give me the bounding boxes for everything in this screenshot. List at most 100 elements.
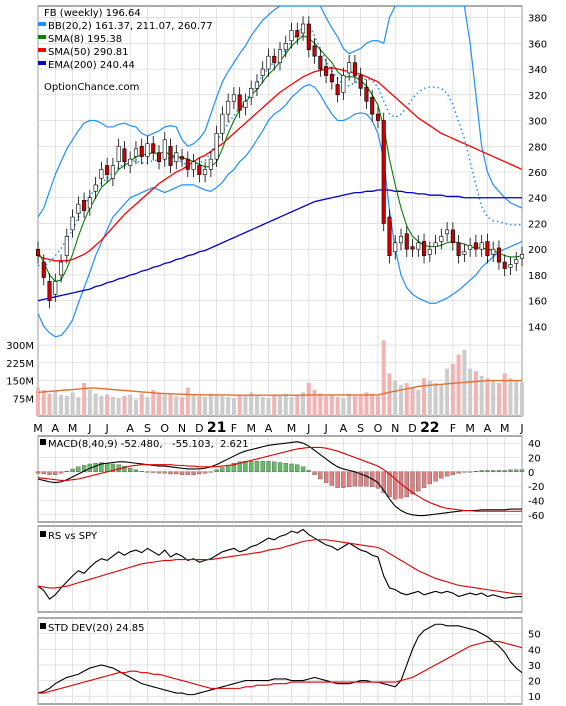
candle-down xyxy=(237,94,242,111)
legend-entry: SMA(50) 290.81 xyxy=(48,47,129,58)
rs-legend-label: RS vs SPY xyxy=(48,531,98,542)
macd-histogram-bar xyxy=(202,471,208,474)
watermark-text: OptionChance.com xyxy=(44,82,139,93)
month-tick-label: O xyxy=(374,422,383,435)
month-tick-label: J xyxy=(323,422,327,435)
std-tick-label: 50 xyxy=(528,630,541,641)
macd-histogram-bar xyxy=(99,462,104,472)
macd-histogram-bar xyxy=(381,471,386,493)
macd-histogram-bar xyxy=(122,465,127,472)
macd-histogram-bar xyxy=(70,468,75,472)
candle-up xyxy=(220,113,225,134)
rs-legend-swatch xyxy=(40,531,46,537)
macd-histogram-bar xyxy=(179,471,185,475)
macd-histogram-bar xyxy=(41,471,46,475)
candle-down xyxy=(352,62,357,76)
price-tick-label: 380 xyxy=(528,14,547,25)
macd-histogram-bar xyxy=(416,471,421,492)
macd-histogram-bar xyxy=(335,471,340,488)
candle-down xyxy=(329,73,334,83)
volume-bar xyxy=(249,392,254,416)
macd-histogram-bar xyxy=(364,471,369,487)
macd-signal-value: -55.103, xyxy=(172,439,214,450)
macd-histogram-bar xyxy=(306,470,311,472)
candle-up xyxy=(519,254,525,259)
bb-lower-line xyxy=(37,83,523,338)
volume-bar xyxy=(398,385,404,416)
volume-bar xyxy=(347,393,352,416)
volume-bar xyxy=(393,380,398,416)
volume-bar xyxy=(53,391,58,416)
candle-up xyxy=(468,245,473,250)
macd-legend-label: MACD(8,40,9) -52.480, xyxy=(48,439,163,450)
macd-histogram-bar xyxy=(162,471,167,474)
month-tick-label: F xyxy=(450,422,456,435)
candle-down xyxy=(404,233,409,250)
candle-up xyxy=(254,81,259,89)
macd-histogram-bar xyxy=(104,463,110,472)
macd-histogram-bar xyxy=(185,471,190,475)
macd-histogram-bar xyxy=(312,471,317,475)
price-tick-label: 320 xyxy=(528,91,547,102)
candle-down xyxy=(450,229,455,244)
volume-tick-label: 300M xyxy=(6,341,34,352)
candle-down xyxy=(364,86,369,102)
std-legend-label: STD DEV(20) 24.85 xyxy=(48,623,145,634)
volume-bar xyxy=(133,399,138,416)
macd-histogram-bar xyxy=(467,471,473,473)
volume-bar xyxy=(203,397,208,416)
macd-line xyxy=(37,441,522,517)
macd-histogram-bar xyxy=(133,469,139,472)
candle-up xyxy=(174,152,179,163)
month-tick-label: A xyxy=(484,422,492,435)
volume-bar xyxy=(519,382,525,416)
price-tick-label: 220 xyxy=(528,219,547,230)
candle-up xyxy=(393,242,398,253)
candle-down xyxy=(387,216,392,256)
candle-down xyxy=(375,113,380,121)
macd-histogram-bar xyxy=(76,466,81,472)
macd-histogram-bar xyxy=(197,471,202,475)
volume-bar xyxy=(445,368,450,416)
macd-histogram-bar xyxy=(352,471,358,487)
macd-histogram-bar xyxy=(277,462,283,472)
candle-up xyxy=(76,203,81,214)
macd-histogram-bar xyxy=(168,471,173,475)
month-tick-label: J xyxy=(105,422,109,435)
volume-bar xyxy=(59,394,64,416)
candle-up xyxy=(439,236,444,242)
candle-up xyxy=(145,143,150,157)
macd-histogram-bar xyxy=(410,471,415,495)
macd-histogram-bar xyxy=(323,471,329,483)
volume-bar xyxy=(335,397,340,416)
macd-histogram-bar xyxy=(47,471,52,475)
volume-bar xyxy=(41,390,46,416)
candle-down xyxy=(496,247,501,263)
candle-up xyxy=(191,161,196,170)
volume-bar xyxy=(439,385,444,416)
macd-histogram-bar xyxy=(387,471,392,498)
candle-down xyxy=(139,145,144,157)
volume-bar xyxy=(502,373,507,416)
macd-hist-value: 2.621 xyxy=(220,439,249,450)
candle-up xyxy=(99,169,104,179)
volume-bar xyxy=(87,390,92,416)
candle-down xyxy=(502,261,507,269)
candle-up xyxy=(508,264,513,268)
candle-up xyxy=(70,216,75,231)
macd-histogram-bar xyxy=(421,471,427,488)
volume-bar xyxy=(456,354,461,416)
volume-bar xyxy=(352,395,357,416)
month-tick-label: M xyxy=(500,422,510,435)
month-tick-label: D xyxy=(195,422,203,435)
candle-down xyxy=(272,55,277,63)
rs-panel-frame xyxy=(37,525,523,613)
volume-bar xyxy=(295,394,300,416)
macd-histogram-bar xyxy=(266,460,271,472)
macd-histogram-bar xyxy=(174,471,179,475)
legend-entry: SMA(8) 195.38 xyxy=(48,34,122,45)
macd-histogram-bar xyxy=(208,471,214,473)
volume-bar xyxy=(324,395,329,416)
std-tick-label: 20 xyxy=(528,677,541,688)
candle-up xyxy=(110,165,115,179)
